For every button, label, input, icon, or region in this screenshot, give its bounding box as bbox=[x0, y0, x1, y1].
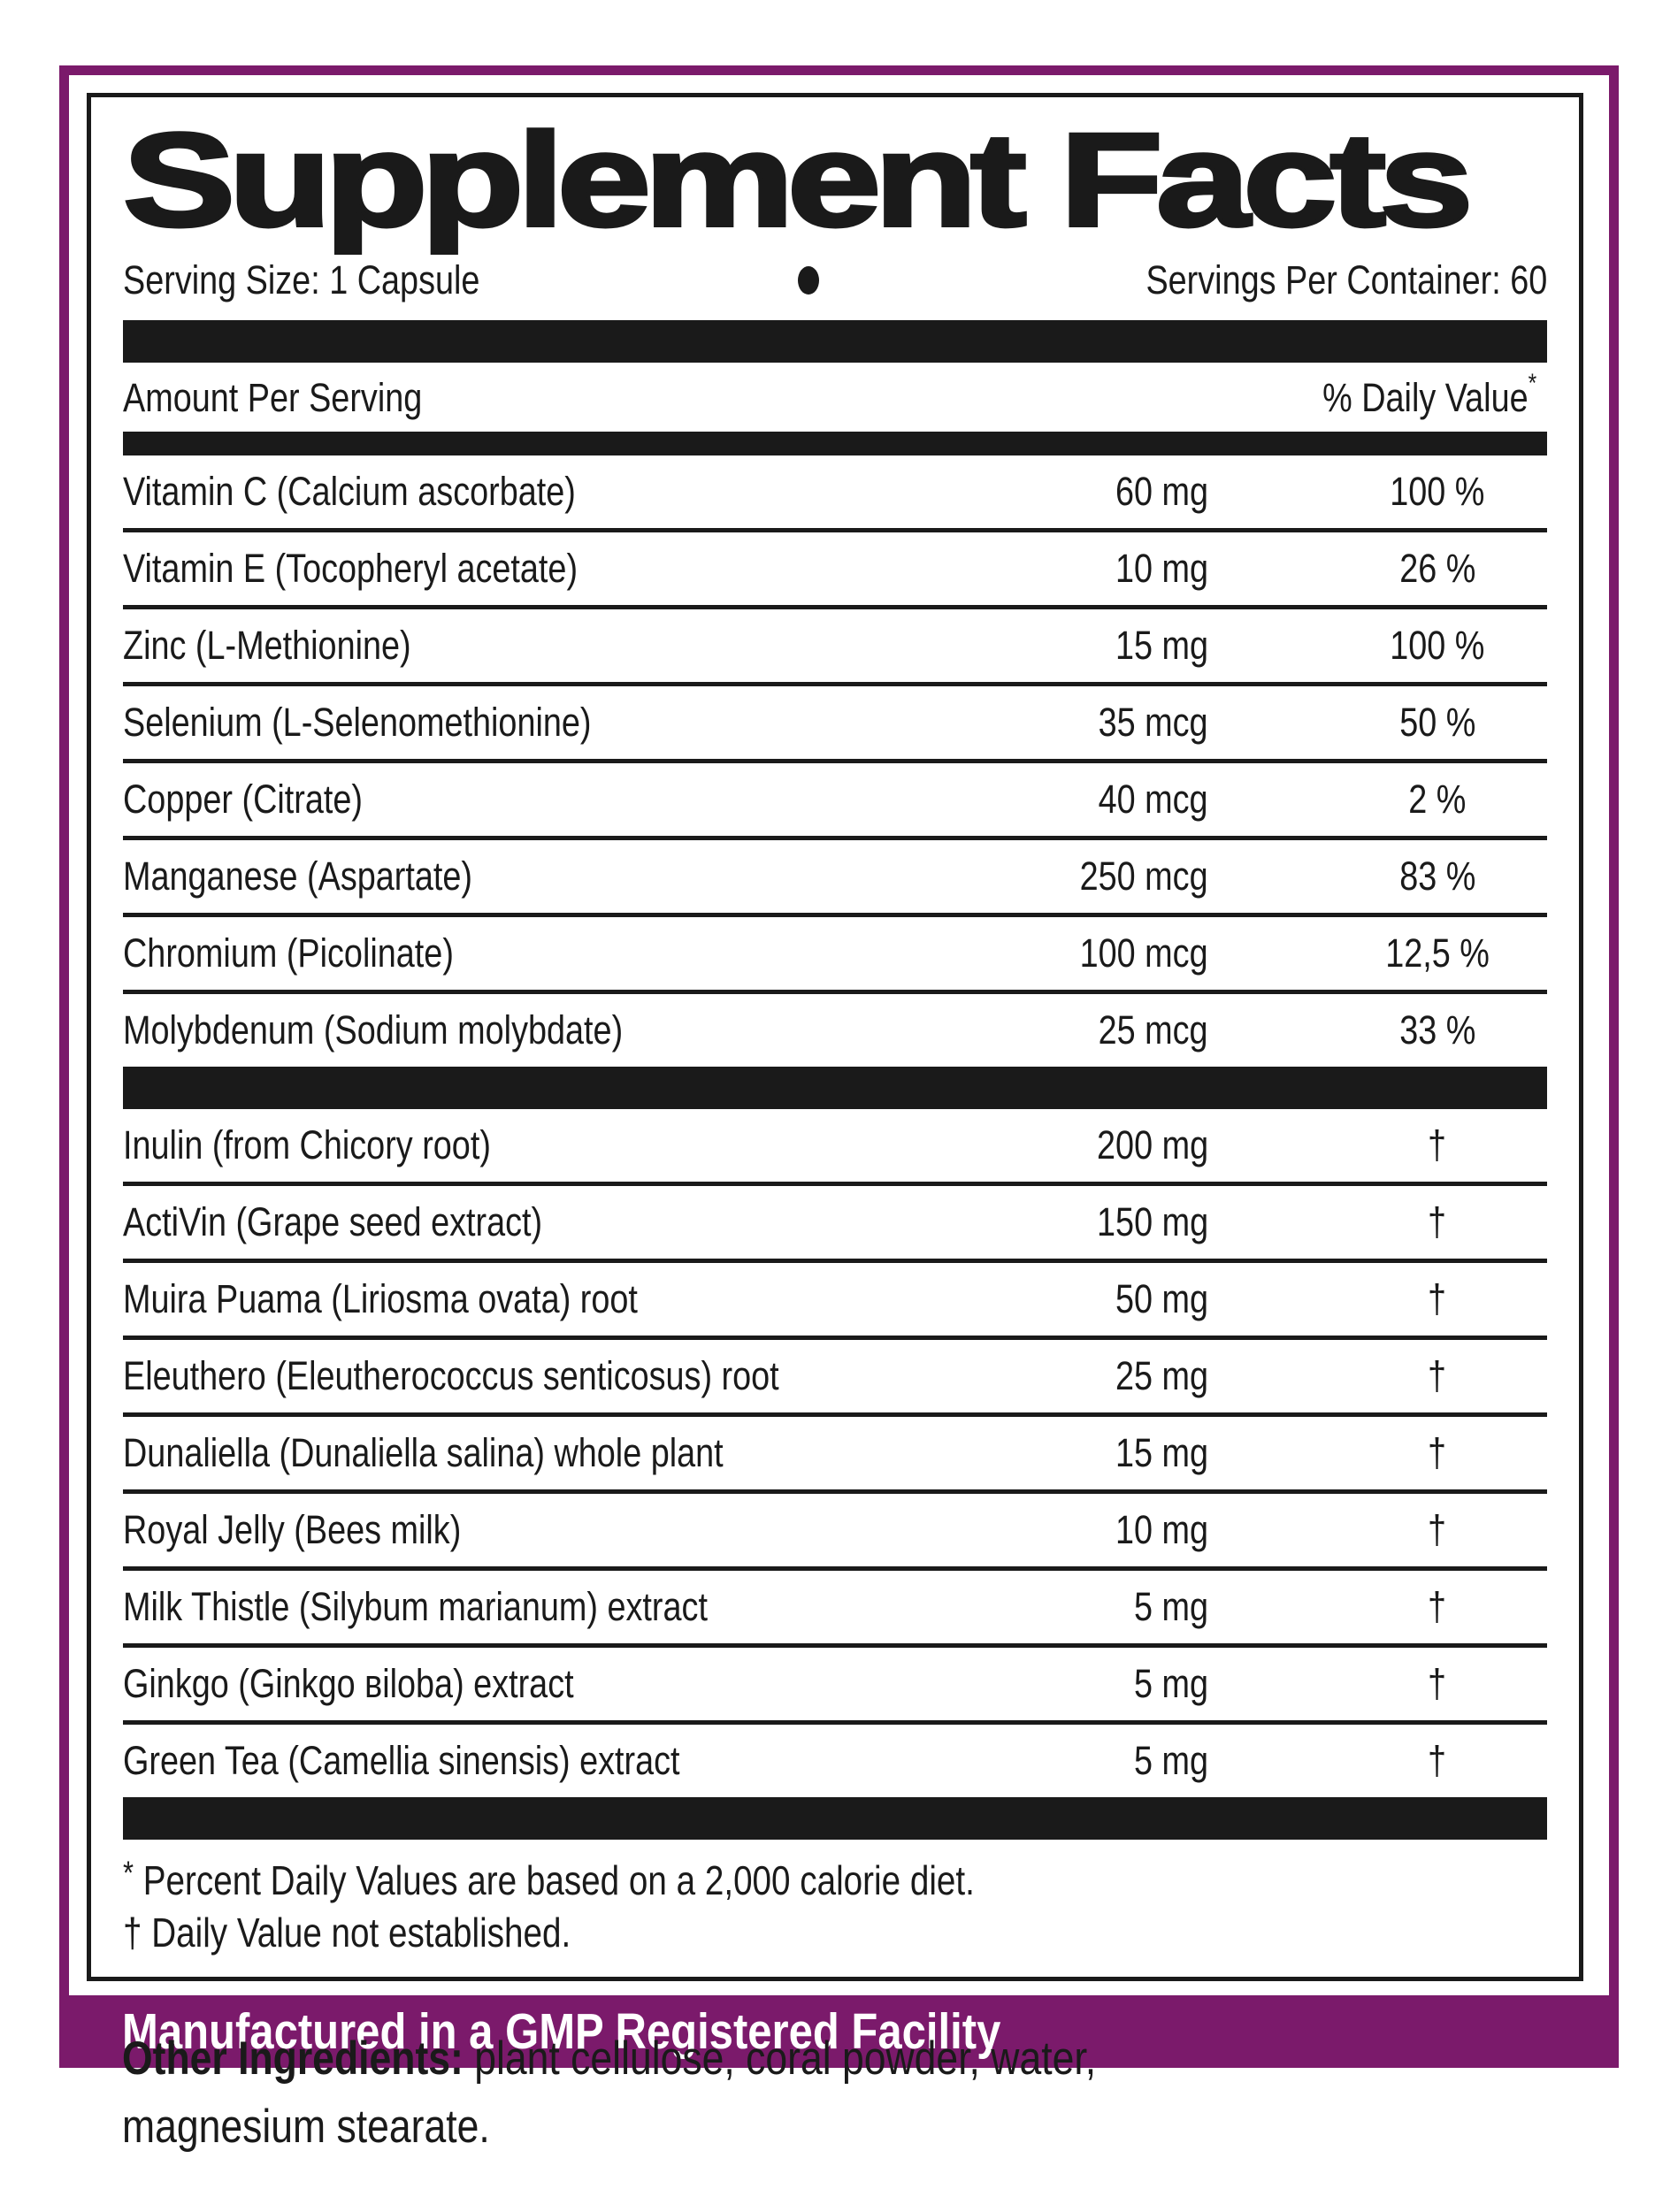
supplement-facts-title: Supplement Facts bbox=[120, 105, 1475, 254]
ingredient-amount: 25 mg bbox=[1115, 1353, 1208, 1398]
table-row: Milk Thistle (Silybum marianum) extract … bbox=[123, 1566, 1547, 1643]
gmp-banner-text: Manufactured in a GMP Registered Facilit… bbox=[122, 2002, 1001, 2060]
table-row: Vitamin C (Calcium ascorbate) 60 mg 100 … bbox=[123, 455, 1547, 528]
ingredient-amount: 50 mg bbox=[1115, 1276, 1208, 1321]
divider-bar-header bbox=[123, 432, 1547, 455]
dagger-mark: † bbox=[123, 1909, 142, 1956]
ingredient-dv: † bbox=[1428, 1738, 1447, 1783]
table-row: Muira Puama (Liriosma ovata) root 50 mg … bbox=[123, 1259, 1547, 1336]
ingredient-name: Dunaliella (Dunaliella salina) whole pla… bbox=[123, 1430, 724, 1475]
ingredient-name: Selenium (L-Selenomethionine) bbox=[123, 700, 592, 745]
ingredient-name: ActiVin (Grape seed extract) bbox=[123, 1199, 543, 1244]
footnote-daily-values: * Percent Daily Values are based on a 2,… bbox=[123, 1852, 1547, 1907]
ingredient-name: Molybdenum (Sodium molybdate) bbox=[123, 1007, 624, 1052]
table-row: Inulin (from Chicory root) 200 mg † bbox=[123, 1109, 1547, 1182]
daily-value-header: % Daily Value* bbox=[1322, 370, 1536, 420]
divider-bar-middle bbox=[123, 1067, 1547, 1109]
ingredient-name: Manganese (Aspartate) bbox=[123, 853, 473, 899]
ingredient-amount: 5 mg bbox=[1133, 1584, 1208, 1629]
ingredient-name: Chromium (Picolinate) bbox=[123, 930, 454, 976]
page-title: Supplement Facts bbox=[120, 105, 1547, 254]
ingredient-dv: 100 % bbox=[1390, 469, 1485, 514]
other-ingredients-line2: magnesium stearate. bbox=[122, 2100, 490, 2153]
asterisk-mark: * bbox=[123, 1855, 134, 1891]
ingredient-amount: 100 mcg bbox=[1080, 930, 1208, 976]
ingredient-name: Green Tea (Camellia sinensis) extract bbox=[123, 1738, 680, 1783]
table-row: Chromium (Picolinate) 100 mcg 12,5 % bbox=[123, 913, 1547, 990]
ingredient-dv: † bbox=[1428, 1122, 1447, 1167]
other-ingredients-line1: plant cellulose, coral powder, water, bbox=[463, 2032, 1097, 2085]
ingredient-dv: 100 % bbox=[1390, 623, 1485, 668]
supplement-label-frame: Supplement Facts Serving Size: 1 Capsule… bbox=[59, 65, 1619, 2068]
ingredient-dv: 83 % bbox=[1398, 853, 1476, 899]
table-row: Molybdenum (Sodium molybdate) 25 mcg 33 … bbox=[123, 990, 1547, 1067]
ingredient-dv: † bbox=[1428, 1199, 1447, 1244]
ingredient-amount: 40 mcg bbox=[1099, 777, 1208, 822]
bullet-dot-icon bbox=[797, 266, 819, 295]
ingredient-dv: 2 % bbox=[1408, 777, 1467, 822]
ingredient-dv: 26 % bbox=[1398, 546, 1476, 591]
table-row: Vitamin E (Tocopheryl acetate) 10 mg 26 … bbox=[123, 528, 1547, 605]
table-row: Manganese (Aspartate) 250 mcg 83 % bbox=[123, 836, 1547, 913]
ingredient-dv: † bbox=[1428, 1430, 1447, 1475]
table-column-header: Amount Per Serving % Daily Value* bbox=[123, 363, 1547, 432]
ingredient-name: Copper (Citrate) bbox=[123, 777, 363, 822]
ingredient-dv: † bbox=[1428, 1661, 1447, 1706]
ingredient-name: Ginkgo (Ginkgo вiloba) extract bbox=[123, 1661, 574, 1706]
ingredient-amount: 15 mg bbox=[1115, 1430, 1208, 1475]
asterisk-mark: * bbox=[1528, 370, 1536, 398]
servings-per-container-text: Servings Per Container: 60 bbox=[1145, 257, 1547, 302]
ingredient-name: Eleuthero (Eleutherococcus senticosus) r… bbox=[123, 1353, 779, 1398]
gmp-banner: Manufactured in a GMP Registered Facilit… bbox=[69, 1994, 1609, 2068]
table-row: Royal Jelly (Bees milk) 10 mg † bbox=[123, 1489, 1547, 1566]
ingredient-amount: 15 mg bbox=[1115, 623, 1208, 668]
ingredient-amount: 10 mg bbox=[1115, 546, 1208, 591]
amount-per-serving-header: Amount Per Serving bbox=[123, 375, 423, 420]
ingredient-dv: † bbox=[1428, 1584, 1447, 1629]
table-row: Dunaliella (Dunaliella salina) whole pla… bbox=[123, 1412, 1547, 1489]
table-row: ActiVin (Grape seed extract) 150 mg † bbox=[123, 1182, 1547, 1259]
ingredient-dv: 12,5 % bbox=[1385, 930, 1490, 976]
ingredient-dv: 33 % bbox=[1398, 1007, 1476, 1052]
ingredient-amount: 250 mcg bbox=[1080, 853, 1208, 899]
ingredient-dv: 50 % bbox=[1398, 700, 1476, 745]
ingredient-amount: 5 mg bbox=[1133, 1661, 1208, 1706]
ingredient-amount: 10 mg bbox=[1115, 1507, 1208, 1552]
ingredient-name: Vitamin C (Calcium ascorbate) bbox=[123, 469, 576, 514]
other-ingredients-label: Other Ingredients: bbox=[122, 2032, 464, 2085]
ingredient-amount: 200 mg bbox=[1096, 1122, 1208, 1167]
ingredient-name: Milk Thistle (Silybum marianum) extract bbox=[123, 1584, 708, 1629]
table-row: Ginkgo (Ginkgo вiloba) extract 5 mg † bbox=[123, 1643, 1547, 1720]
nutrient-rows: Vitamin C (Calcium ascorbate) 60 mg 100 … bbox=[123, 455, 1547, 1067]
ingredient-name: Muira Puama (Liriosma ovata) root bbox=[123, 1276, 638, 1321]
divider-bar-top bbox=[123, 320, 1547, 363]
divider-bar-bottom bbox=[123, 1797, 1547, 1840]
ingredient-name: Zinc (L-Methionine) bbox=[123, 623, 411, 668]
ingredient-amount: 25 mcg bbox=[1099, 1007, 1208, 1052]
footnotes: * Percent Daily Values are based on a 2,… bbox=[123, 1840, 1547, 1968]
serving-size-text: Serving Size: 1 Capsule bbox=[123, 257, 480, 302]
botanical-rows: Inulin (from Chicory root) 200 mg † Acti… bbox=[123, 1109, 1547, 1797]
footnote-dv-not-established: † Daily Value not established. bbox=[123, 1907, 1547, 1959]
ingredient-dv: † bbox=[1428, 1276, 1447, 1321]
table-row: Selenium (L-Selenomethionine) 35 mcg 50 … bbox=[123, 682, 1547, 759]
ingredient-amount: 150 mg bbox=[1096, 1199, 1208, 1244]
ingredient-dv: † bbox=[1428, 1353, 1447, 1398]
ingredient-name: Vitamin E (Tocopheryl acetate) bbox=[123, 546, 578, 591]
serving-info-row: Serving Size: 1 Capsule Servings Per Con… bbox=[123, 255, 1547, 306]
table-row: Eleuthero (Eleutherococcus senticosus) r… bbox=[123, 1336, 1547, 1412]
table-row: Zinc (L-Methionine) 15 mg 100 % bbox=[123, 605, 1547, 682]
other-ingredients-section: Other Ingredients: plant cellulose, cora… bbox=[122, 2025, 1582, 2162]
table-row: Copper (Citrate) 40 mcg 2 % bbox=[123, 759, 1547, 836]
ingredient-amount: 35 mcg bbox=[1099, 700, 1208, 745]
ingredient-dv: † bbox=[1428, 1507, 1447, 1552]
ingredient-name: Royal Jelly (Bees milk) bbox=[123, 1507, 462, 1552]
table-row: Green Tea (Camellia sinensis) extract 5 … bbox=[123, 1720, 1547, 1797]
ingredient-name: Inulin (from Chicory root) bbox=[123, 1122, 491, 1167]
ingredient-amount: 60 mg bbox=[1115, 469, 1208, 514]
ingredient-amount: 5 mg bbox=[1133, 1738, 1208, 1783]
supplement-facts-box: Supplement Facts Serving Size: 1 Capsule… bbox=[87, 93, 1583, 1981]
